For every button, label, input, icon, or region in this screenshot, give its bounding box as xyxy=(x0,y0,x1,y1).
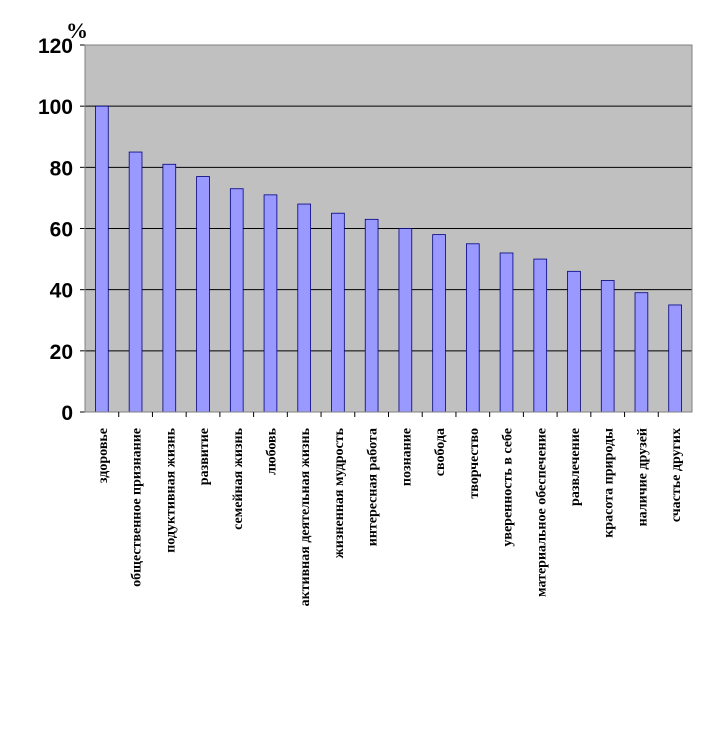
y-tick-label: 0 xyxy=(61,402,73,425)
bar xyxy=(162,163,177,413)
x-tick-label: общественное признание xyxy=(130,428,145,587)
y-tick-label: 120 xyxy=(38,35,73,58)
x-tick-label: активная деятельная жизнь xyxy=(298,427,313,606)
bar xyxy=(331,212,345,413)
axes xyxy=(80,44,693,417)
bar xyxy=(196,176,210,413)
x-tick-labels: здоровье общественное признание подуктивна… xyxy=(96,427,684,606)
y-axis-unit-label: % xyxy=(66,18,88,43)
y-tick-label: 100 xyxy=(38,96,73,119)
x-tick-label: здоровье xyxy=(96,428,111,483)
x-tick-label: красота природы xyxy=(602,428,617,538)
x-tick-label: наличие друзей xyxy=(635,428,650,526)
x-tick-label: подуктивная жизнь xyxy=(163,427,178,552)
x-tick-label: творчество xyxy=(467,428,482,499)
x-tick-label: развитие xyxy=(197,428,212,485)
bar xyxy=(263,194,278,413)
bar xyxy=(398,228,413,413)
x-tick-label: свобода xyxy=(433,428,448,476)
bar xyxy=(668,304,682,413)
bar xyxy=(634,292,649,413)
y-tick-label: 20 xyxy=(50,341,73,364)
x-tick-label: счастье других xyxy=(669,428,684,522)
bar xyxy=(465,243,480,413)
y-tick-label: 60 xyxy=(50,219,73,242)
bars xyxy=(95,105,682,413)
bar xyxy=(297,203,312,413)
x-tick-label: семейная жизнь xyxy=(231,427,246,529)
x-tick-label: уверенность в себе xyxy=(501,428,516,547)
x-tick-label: интересная работа xyxy=(366,428,381,546)
x-tick-label: познание xyxy=(399,428,414,486)
bar xyxy=(499,252,514,413)
bar xyxy=(229,188,244,413)
bar xyxy=(95,105,109,413)
bar xyxy=(364,218,379,413)
x-tick-label: материальное обеспечение xyxy=(534,428,549,597)
y-tick-label: 40 xyxy=(50,280,73,303)
bar xyxy=(600,280,615,413)
x-tick-label: развлечение xyxy=(568,428,583,506)
bar xyxy=(432,234,446,413)
bar xyxy=(128,151,143,413)
bar xyxy=(533,258,548,413)
x-tick-label: любовь xyxy=(264,427,279,475)
y-tick-label: 80 xyxy=(50,157,73,180)
y-tick-labels: 0 20 40 60 80 100 120 xyxy=(38,35,73,425)
x-tick-label: жизненная мудрость xyxy=(332,427,347,558)
bar xyxy=(567,270,581,413)
